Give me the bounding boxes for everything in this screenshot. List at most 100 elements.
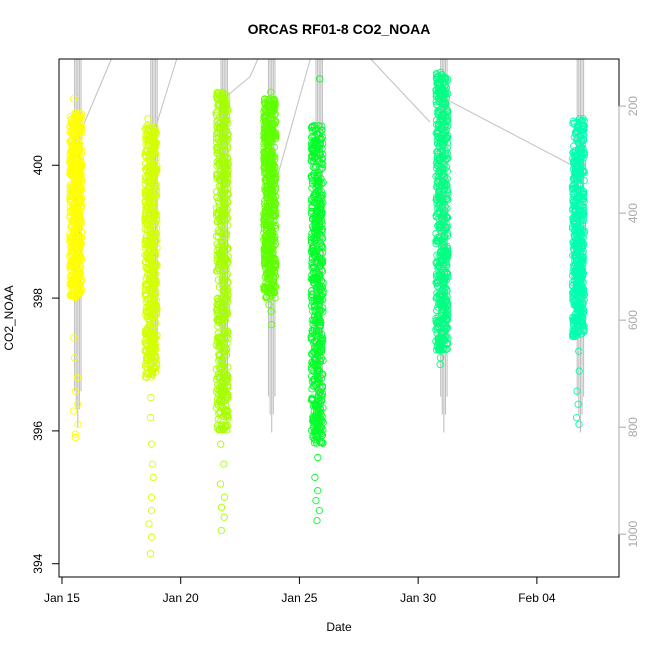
data-point bbox=[224, 334, 232, 343]
data-point bbox=[271, 211, 279, 220]
data-point bbox=[71, 387, 79, 395]
data-point bbox=[574, 400, 582, 408]
data-point bbox=[224, 159, 232, 167]
data-point bbox=[570, 180, 578, 188]
x-tick-label: Jan 15 bbox=[44, 591, 80, 605]
data-point bbox=[213, 334, 222, 342]
data-point bbox=[147, 493, 156, 501]
data-point bbox=[216, 382, 224, 391]
data-point bbox=[143, 220, 151, 228]
data-point bbox=[314, 145, 323, 154]
data-point bbox=[220, 137, 228, 145]
data-point bbox=[150, 128, 159, 136]
data-point bbox=[266, 102, 274, 110]
data-point bbox=[579, 187, 588, 196]
data-point bbox=[218, 302, 226, 311]
data-point bbox=[223, 206, 231, 214]
data-point bbox=[316, 416, 324, 424]
data-point bbox=[215, 259, 223, 267]
altitude-transit-line-6 bbox=[370, 58, 431, 123]
data-point bbox=[269, 96, 278, 104]
altitude-transit-line-7 bbox=[443, 97, 577, 169]
data-point bbox=[308, 358, 316, 367]
data-point bbox=[146, 177, 155, 185]
data-point bbox=[143, 236, 151, 245]
data-point bbox=[442, 223, 450, 232]
data-point bbox=[77, 255, 85, 263]
data-point bbox=[66, 280, 74, 289]
data-point bbox=[267, 242, 275, 250]
data-point bbox=[263, 262, 271, 270]
data-point bbox=[77, 113, 85, 122]
data-point bbox=[309, 146, 317, 154]
data-point bbox=[261, 246, 269, 255]
data-point bbox=[318, 164, 327, 172]
data-point bbox=[146, 413, 155, 422]
data-point bbox=[575, 139, 583, 148]
data-point bbox=[318, 122, 326, 130]
data-point bbox=[441, 224, 449, 232]
data-point bbox=[75, 109, 83, 117]
data-point bbox=[219, 242, 227, 251]
data-point bbox=[434, 222, 442, 230]
data-point bbox=[309, 376, 318, 384]
data-point bbox=[433, 236, 441, 245]
data-point bbox=[439, 280, 447, 288]
data-point bbox=[573, 191, 582, 199]
data-point bbox=[317, 174, 325, 183]
data-point bbox=[267, 88, 275, 96]
data-point bbox=[441, 203, 449, 211]
data-point bbox=[149, 201, 157, 210]
data-point bbox=[71, 124, 79, 132]
data-point bbox=[152, 308, 160, 317]
data-point bbox=[443, 167, 451, 175]
data-point bbox=[269, 152, 277, 161]
data-point bbox=[142, 307, 150, 315]
data-point bbox=[68, 135, 76, 143]
data-point bbox=[317, 257, 325, 265]
data-point bbox=[432, 98, 440, 106]
data-point bbox=[318, 267, 327, 276]
data-point bbox=[224, 244, 232, 253]
data-point bbox=[76, 260, 84, 269]
data-point bbox=[220, 139, 228, 148]
data-point bbox=[76, 251, 84, 260]
data-point bbox=[307, 363, 316, 371]
data-point bbox=[438, 297, 446, 305]
data-point bbox=[222, 370, 231, 379]
data-point bbox=[220, 513, 228, 521]
data-point bbox=[222, 117, 231, 125]
data-point bbox=[267, 137, 275, 145]
data-point bbox=[580, 154, 588, 162]
data-point bbox=[312, 496, 320, 505]
data-point bbox=[308, 202, 316, 210]
data-point bbox=[579, 285, 588, 293]
data-point bbox=[432, 212, 440, 220]
data-point bbox=[213, 118, 221, 126]
data-point bbox=[153, 244, 161, 252]
data-point bbox=[213, 138, 221, 147]
data-point bbox=[442, 258, 450, 267]
data-point bbox=[313, 345, 321, 353]
data-point bbox=[316, 339, 325, 347]
data-point bbox=[218, 88, 227, 96]
data-point bbox=[435, 156, 444, 164]
data-point bbox=[262, 207, 270, 216]
data-point bbox=[574, 194, 582, 203]
data-point bbox=[263, 186, 272, 195]
data-point bbox=[144, 255, 152, 263]
data-point bbox=[308, 302, 316, 310]
data-point bbox=[75, 184, 83, 192]
data-point bbox=[314, 154, 322, 162]
data-point bbox=[70, 334, 78, 342]
data-point bbox=[267, 236, 275, 245]
data-point bbox=[224, 135, 232, 143]
data-point bbox=[443, 242, 451, 251]
data-point bbox=[223, 270, 232, 278]
data-point bbox=[145, 175, 153, 184]
data-point bbox=[148, 289, 156, 298]
data-point bbox=[319, 304, 327, 312]
data-point bbox=[307, 334, 316, 342]
data-point bbox=[433, 318, 442, 327]
data-point bbox=[314, 414, 322, 422]
